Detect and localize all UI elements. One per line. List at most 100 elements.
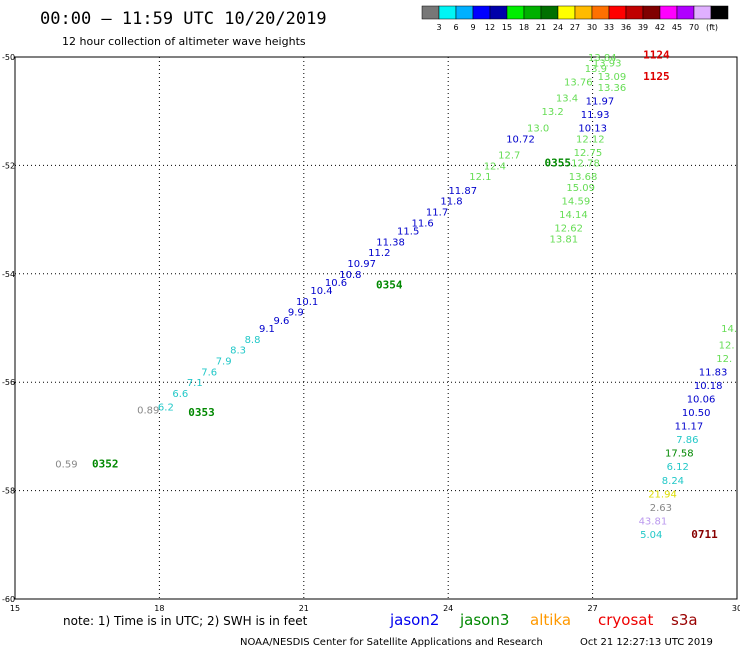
x-tick-label: 30 [732,604,740,613]
colorbar-label: 9 [470,23,475,32]
wave-height-point: 17.58 [665,449,694,460]
mission-legend-cryosat: cryosat [598,611,653,629]
wave-height-point: 11.2 [368,248,390,259]
wave-height-point: 11.87 [448,186,477,197]
wave-height-point: 7.6 [201,367,217,378]
y-tick-label: -60 [2,595,15,604]
wave-height-point: 10.50 [682,408,711,419]
wave-height-point: 12.62 [554,224,583,235]
colorbar-swatch [642,5,661,20]
pass-time-label: 0353 [188,406,215,419]
wave-height-point: 13.0 [527,123,549,134]
wave-height-point: 8.24 [662,476,684,487]
pass-time-label: 0355 [544,157,571,170]
wave-height-point: 9.9 [288,308,304,319]
wave-height-point: 9.6 [273,316,289,327]
y-tick-label: -58 [2,487,15,496]
colorbar-label: 3 [436,23,441,32]
wave-height-point: 10.97 [347,259,376,270]
wave-height-point: 15.09 [566,183,595,194]
colorbar-swatch [710,5,729,20]
credit-line: NOAA/NESDIS Center for Satellite Applica… [240,637,543,648]
wave-height-point: 10.13 [578,123,607,134]
mission-legend-jason2: jason2 [389,611,439,629]
plot-frame [14,56,738,600]
wave-height-point: 9.1 [259,324,275,335]
pass-time-label: 1124 [643,48,670,61]
wave-height-point: 12.4 [484,161,506,172]
wave-height-point: 14.14 [559,210,588,221]
wave-height-point: 12. [719,340,735,351]
wave-height-point: 21.94 [648,489,677,500]
wave-height-point: 10.6 [325,278,347,289]
x-tick-label: 15 [10,604,20,613]
wave-height-point: 13.2 [541,107,563,118]
colorbar-swatch [438,5,457,20]
y-tick-label: -52 [2,161,15,170]
wave-height-point: 12.1 [469,172,491,183]
colorbar-label: 18 [519,23,529,32]
color-scale-legend: 3 6 9 12 15 18 21 24 27 30 33 36 39 42 45 70 (ft) [421,5,729,32]
pass-time-label: 0711 [691,528,718,541]
wave-height-point: 11.38 [376,237,405,248]
colorbar-label: 24 [553,23,563,32]
y-tick-label: -54 [2,270,15,279]
wave-height-point: 11.7 [426,207,448,218]
wave-height-point: 10.1 [296,297,318,308]
wave-height-point: 13.36 [598,83,627,94]
wave-height-point: 6.6 [172,389,188,400]
x-tick-label: 24 [443,604,453,613]
colorbar-swatch [676,5,695,20]
wave-height-point: 12.7 [498,151,520,162]
wave-height-point: 43.81 [639,516,668,527]
mission-legend-jason3: jason3 [459,611,509,629]
wave-height-point: 7.1 [187,378,203,389]
x-tick-label: 21 [299,604,309,613]
wave-height-point: 13.09 [598,72,627,83]
colorbar-label: 21 [536,23,546,32]
wave-height-point: 13.4 [556,94,578,105]
wave-height-point: 13.84 [588,53,617,64]
colorbar-swatch [421,5,440,20]
wave-height-point: 11.17 [675,422,704,433]
wave-height-point: 7.86 [676,435,698,446]
wave-height-point: 11.93 [581,110,610,121]
colorbar-swatch [557,5,576,20]
wave-height-point: 13.76 [564,77,593,88]
colorbar-swatch [506,5,525,20]
colorbar-label: 27 [570,23,580,32]
wave-height-points: 0.590.896.26.67.17.67.98.38.89.19.69.910… [55,53,737,541]
mission-legend-s3a: s3a [671,611,698,629]
wave-height-point: 13.81 [550,235,579,246]
colorbar-swatch [489,5,508,20]
wave-height-point: 10.72 [506,134,535,145]
colorbar-label: 70 [689,23,699,32]
wave-height-point: 14. [721,324,737,335]
colorbar-label: 33 [604,23,614,32]
wave-height-point: 11.83 [699,367,728,378]
axis-ticks: 15 18 21 24 27 30 -50 -52 -54 -56 -58 -60 [2,53,740,613]
wave-height-point: 11.8 [440,197,462,208]
wave-height-point: 12.75 [574,148,603,159]
wave-height-point: 12. [716,354,732,365]
wave-height-point: 12.12 [576,134,605,145]
colorbar-label: 15 [502,23,512,32]
colorbar-label: 42 [655,23,665,32]
wave-height-point: 5.04 [640,530,662,541]
colorbar-unit: (ft) [706,23,718,32]
wave-height-point: 0.59 [55,460,77,471]
page-title: 00:00 – 11:59 UTC 10/20/2019 [40,9,327,29]
mission-legend-altika: altika [530,611,571,629]
colorbar-swatch [472,5,491,20]
colorbar-label: 12 [485,23,495,32]
wave-height-point: 11.6 [411,218,433,229]
wave-height-point: 10.8 [339,270,361,281]
colorbar-swatch [608,5,627,20]
wave-height-point: 13.93 [593,58,622,69]
wave-height-point: 10.18 [694,381,723,392]
colorbar-swatch [540,5,559,20]
y-tick-label: -56 [2,378,15,387]
mission-legend: jason2 jason3 altika cryosat s3a [389,611,698,629]
colorbar-label: 45 [672,23,682,32]
